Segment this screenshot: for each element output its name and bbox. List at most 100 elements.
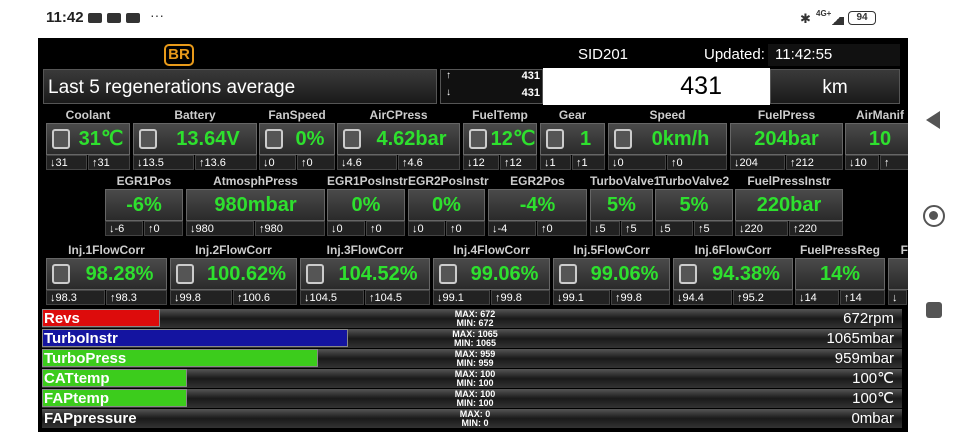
gauge-max: ↑1 bbox=[572, 155, 605, 170]
gauge-box bbox=[105, 189, 183, 221]
gauge-label: AirCPress bbox=[369, 108, 428, 122]
badge: BR bbox=[164, 44, 194, 66]
gauge-min: ↓14 bbox=[795, 290, 839, 305]
gauge-min: ↓0 bbox=[408, 221, 445, 236]
gauge-label: EGR1PosInstr bbox=[327, 174, 408, 188]
summary-unit: km bbox=[770, 69, 900, 104]
summary-minmax bbox=[440, 69, 543, 104]
gauge-value: 94.38% bbox=[712, 263, 780, 285]
gauge-max: ↑99.8 bbox=[491, 290, 550, 305]
nav-home[interactable] bbox=[923, 205, 945, 227]
gauge-max: ↑0 bbox=[667, 155, 727, 170]
gauge-label: Inj.6FlowCorr bbox=[694, 243, 772, 257]
gauge-icon bbox=[52, 129, 70, 149]
bar-min-label: MIN: 959 bbox=[456, 358, 494, 368]
gauge-min: ↓0 bbox=[259, 155, 296, 170]
bar-fill bbox=[42, 369, 187, 387]
gauge-max: ↑14 bbox=[840, 290, 885, 305]
min-arrow: ↓ bbox=[446, 87, 451, 98]
gauge-min: ↓0 bbox=[608, 155, 666, 170]
bar-max-label: MAX: 100 bbox=[454, 389, 496, 399]
gauge-label: Inj.4FlowCorr bbox=[453, 243, 530, 257]
gauge-label: Coolant bbox=[65, 108, 111, 122]
gauge-max: ↑95.2 bbox=[733, 290, 793, 305]
ecu-name: SID201 bbox=[577, 46, 629, 63]
gauge-value: 0% bbox=[432, 194, 461, 216]
gauge-min: ↓204 bbox=[730, 155, 785, 170]
gauge-label: AtmosphPress bbox=[213, 174, 298, 188]
bar-track bbox=[42, 369, 902, 388]
gauge-box bbox=[540, 123, 605, 155]
gauge-label: TurboValve2 bbox=[658, 174, 730, 188]
bar-min-label: MIN: 1065 bbox=[453, 338, 497, 348]
gauge-label: EGR1Pos bbox=[116, 174, 172, 188]
gauge-value: 1 bbox=[579, 128, 592, 150]
gauge-max: ↑220 bbox=[789, 221, 843, 236]
gauge-label: Inj.5FlowCorr bbox=[573, 243, 650, 257]
gauge-value: 0km/h bbox=[651, 128, 710, 150]
gauge-label: FuelPressInstr bbox=[747, 174, 831, 188]
bar-fill bbox=[42, 349, 318, 367]
gauge-min: ↓5 bbox=[590, 221, 620, 236]
bar-min-label: MIN: 0 bbox=[461, 418, 489, 428]
gauge-value: 100.62% bbox=[207, 263, 286, 285]
gauge-value: 4.62bar bbox=[376, 128, 447, 150]
more-dots: ··· bbox=[150, 7, 164, 23]
bar-fill bbox=[42, 329, 348, 347]
updated-time: 11:42:55 bbox=[768, 44, 900, 66]
summary-min: 431 bbox=[521, 87, 540, 99]
nav-recents[interactable] bbox=[926, 302, 942, 318]
network: 4G+ bbox=[816, 9, 832, 18]
bar-name: TurboInstr bbox=[44, 330, 118, 347]
notif-icon bbox=[126, 13, 140, 23]
clock: 11:42 bbox=[46, 9, 84, 26]
gauge-value: 5% bbox=[679, 194, 709, 216]
gauge-max: ↑12 bbox=[500, 155, 537, 170]
bar-track bbox=[42, 389, 902, 408]
gauge-icon bbox=[559, 264, 577, 284]
gauge-label: AirManif bbox=[856, 108, 904, 122]
gauge-max: ↑13.6 bbox=[195, 155, 257, 170]
gauge-box bbox=[590, 189, 653, 221]
gauge-label: Gear bbox=[558, 108, 587, 122]
gauge-label: FuelPressReg bbox=[799, 243, 881, 257]
gauge-max: ↑5 bbox=[621, 221, 653, 236]
bar-name: FAPpressure bbox=[44, 410, 137, 427]
bar-name: TurboPress bbox=[44, 350, 127, 367]
gauge-min: ↓99.1 bbox=[433, 290, 490, 305]
gauge-icon bbox=[265, 129, 283, 149]
summary-value: 431 bbox=[543, 68, 770, 105]
gauge-value: 31℃ bbox=[78, 128, 124, 150]
summary-label: Last 5 regenerations average bbox=[43, 69, 437, 104]
gauge-value: 0% bbox=[295, 128, 325, 150]
updated-label: Updated: bbox=[704, 46, 765, 63]
gauge-min: ↓5 bbox=[655, 221, 693, 236]
gauge-min: ↓4.6 bbox=[337, 155, 397, 170]
gauge-value: 12℃ bbox=[490, 128, 536, 150]
gauge-label: FuelTemp bbox=[472, 108, 528, 122]
gauge-label: Fu bbox=[900, 243, 908, 257]
gauge-box bbox=[888, 258, 908, 290]
gauge-max: ↑98.3 bbox=[106, 290, 167, 305]
gauge-value: 220bar bbox=[756, 194, 822, 216]
gauge-value: 10 bbox=[868, 128, 892, 150]
gauge-label: FanSpeed bbox=[268, 108, 326, 122]
bar-fill bbox=[42, 389, 187, 407]
gauge-max: ↑99.8 bbox=[611, 290, 670, 305]
gauge-max: ↑31 bbox=[88, 155, 130, 170]
gauge-box bbox=[408, 189, 485, 221]
gauge-box bbox=[46, 258, 167, 290]
gauge-box bbox=[488, 189, 587, 221]
gauge-max: ↑0 bbox=[366, 221, 405, 236]
bar-max-label: MAX: 0 bbox=[459, 409, 491, 419]
battery: 94 bbox=[848, 11, 876, 25]
bar-track bbox=[42, 309, 902, 328]
gauge-icon bbox=[343, 129, 361, 149]
gauge-value: 13.64V bbox=[176, 128, 240, 150]
gauge-value: -4% bbox=[519, 194, 556, 216]
nav-back[interactable] bbox=[926, 111, 940, 129]
gauge-min: ↓ bbox=[888, 290, 907, 305]
gauge-value: 104.52% bbox=[338, 263, 418, 285]
gauge-value: 98.28% bbox=[85, 263, 154, 285]
gauge-max: ↑100.6 bbox=[233, 290, 297, 305]
